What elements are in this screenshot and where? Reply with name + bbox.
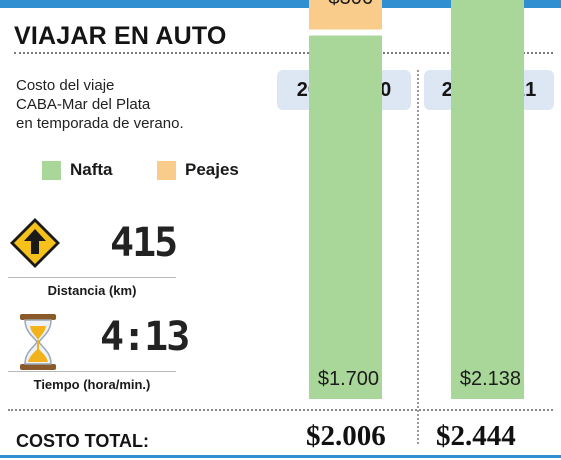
distance-value: 415 [110, 220, 178, 266]
bar-peajes-2019-2020 [309, 0, 382, 30]
total-divider [8, 409, 553, 411]
legend-label-nafta: Nafta [70, 160, 113, 179]
time-divider [8, 371, 176, 372]
time-label: Tiempo (hora/min.) [33, 377, 151, 392]
legend-item-peajes: Peajes [157, 160, 239, 180]
distance-label: Distancia (km) [47, 283, 137, 298]
page-title: VIAJAR EN AUTO [14, 22, 227, 50]
time-value: 4:13 [100, 314, 190, 360]
legend-label-peajes: Peajes [185, 160, 239, 179]
column-divider [417, 70, 419, 444]
bar-nafta-2020-2021 [451, 0, 524, 399]
description-line-1: Costo del viaje [16, 77, 115, 94]
data-label-nafta-2019-2020: $1.700 [318, 368, 379, 390]
total-value-2019-2020: $2.006 [306, 420, 386, 452]
up-arrow-road-sign-icon [10, 218, 60, 268]
bar-nafta-2019-2020 [309, 35, 382, 399]
chart-description: Costo del viaje CABA-Mar del Plata en te… [16, 76, 256, 133]
description-line-2: CABA-Mar del Plata [16, 96, 151, 113]
description-line-3: en temporada de verano. [16, 115, 184, 132]
total-label: COSTO TOTAL: [16, 431, 149, 451]
legend-swatch-nafta [42, 160, 61, 180]
bottom-accent-bar [0, 455, 561, 458]
legend-swatch-peajes [157, 160, 176, 180]
data-label-peajes-2019-2020: $306 [329, 0, 374, 9]
distance-divider [8, 277, 176, 278]
data-label-nafta-2020-2021: $2.138 [460, 368, 521, 390]
title-divider [14, 52, 553, 54]
total-value-2020-2021: $2.444 [436, 420, 516, 452]
hourglass-icon [20, 314, 56, 370]
legend-item-nafta: Nafta [42, 160, 113, 180]
top-accent-bar [0, 0, 561, 8]
